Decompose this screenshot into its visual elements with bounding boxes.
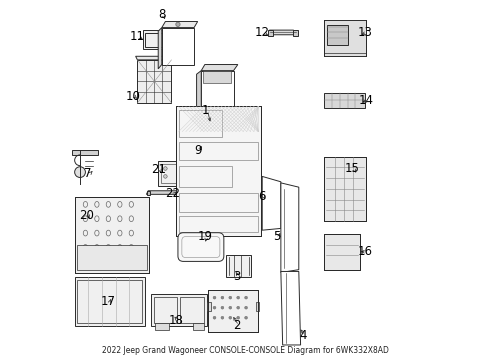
Bar	[226, 255, 251, 277]
Bar	[74, 197, 149, 273]
Circle shape	[164, 167, 167, 170]
Text: 12: 12	[255, 27, 270, 40]
Text: 19: 19	[197, 230, 212, 243]
Circle shape	[221, 306, 224, 309]
Bar	[324, 234, 360, 270]
Polygon shape	[201, 71, 234, 115]
Bar	[176, 107, 261, 235]
Circle shape	[176, 22, 180, 27]
Text: 2: 2	[233, 319, 241, 332]
Bar	[203, 71, 231, 83]
Polygon shape	[72, 149, 98, 155]
Bar	[77, 280, 142, 323]
Circle shape	[237, 316, 240, 319]
Circle shape	[178, 175, 181, 178]
Circle shape	[245, 296, 247, 299]
Bar	[74, 277, 145, 326]
Bar	[269, 30, 272, 36]
Polygon shape	[281, 271, 300, 345]
Text: 2022 Jeep Grand Wagoneer CONSOLE-CONSOLE Diagram for 6WK332X8AD: 2022 Jeep Grand Wagoneer CONSOLE-CONSOLE…	[101, 346, 389, 355]
Bar	[324, 157, 366, 221]
Polygon shape	[201, 64, 238, 71]
Circle shape	[237, 306, 240, 309]
Bar	[137, 60, 172, 103]
Bar	[324, 21, 366, 56]
Polygon shape	[281, 183, 299, 273]
Bar	[180, 297, 204, 323]
Bar	[179, 166, 232, 187]
Circle shape	[237, 296, 240, 299]
Bar	[201, 112, 234, 116]
Text: 21: 21	[151, 163, 166, 176]
Circle shape	[213, 306, 216, 309]
Polygon shape	[176, 107, 261, 235]
Bar	[161, 164, 191, 183]
Bar	[256, 302, 259, 311]
Polygon shape	[262, 176, 281, 230]
Text: 4: 4	[299, 329, 307, 342]
Bar	[208, 291, 258, 332]
Text: 7: 7	[84, 167, 92, 180]
Text: 13: 13	[358, 26, 372, 39]
Text: 15: 15	[344, 162, 359, 175]
Bar	[147, 191, 150, 195]
Bar	[143, 30, 169, 49]
Bar	[324, 234, 360, 270]
Bar	[208, 291, 258, 332]
Text: 17: 17	[100, 296, 116, 309]
Bar	[155, 323, 169, 330]
Text: 11: 11	[129, 30, 144, 43]
Bar	[74, 197, 149, 273]
Text: 9: 9	[194, 144, 201, 157]
Circle shape	[229, 306, 232, 309]
Bar	[207, 302, 211, 311]
Polygon shape	[162, 28, 194, 64]
Circle shape	[221, 316, 224, 319]
Bar	[158, 161, 194, 186]
Text: 5: 5	[273, 230, 281, 243]
Bar	[294, 30, 298, 36]
Polygon shape	[270, 30, 297, 35]
Text: 20: 20	[79, 209, 94, 222]
Bar	[179, 142, 258, 160]
Polygon shape	[136, 56, 173, 60]
Circle shape	[74, 167, 85, 177]
Bar	[153, 297, 177, 323]
Polygon shape	[196, 71, 201, 119]
Bar	[146, 33, 166, 46]
Text: 8: 8	[158, 8, 166, 21]
Bar	[151, 294, 207, 325]
Bar	[194, 191, 197, 195]
Text: 14: 14	[359, 94, 374, 107]
Bar	[327, 25, 348, 45]
Circle shape	[229, 316, 232, 319]
Bar	[324, 157, 366, 221]
Bar	[179, 193, 258, 212]
Text: 10: 10	[125, 90, 141, 103]
Polygon shape	[147, 191, 195, 194]
Text: 22: 22	[165, 187, 180, 200]
Text: 1: 1	[202, 104, 209, 117]
Circle shape	[245, 306, 247, 309]
Circle shape	[213, 296, 216, 299]
Circle shape	[221, 296, 224, 299]
Circle shape	[245, 316, 247, 319]
Circle shape	[213, 316, 216, 319]
Bar	[77, 244, 147, 270]
Bar	[324, 93, 365, 108]
Text: 18: 18	[169, 314, 184, 327]
Text: 6: 6	[258, 190, 265, 203]
Text: 16: 16	[358, 245, 372, 258]
Bar	[193, 323, 204, 330]
Text: 3: 3	[233, 270, 241, 283]
Circle shape	[164, 175, 167, 178]
Circle shape	[178, 167, 181, 170]
Polygon shape	[158, 28, 162, 69]
Circle shape	[229, 296, 232, 299]
Bar	[179, 110, 221, 137]
Bar	[179, 216, 258, 232]
Polygon shape	[162, 22, 197, 28]
FancyBboxPatch shape	[178, 233, 224, 261]
